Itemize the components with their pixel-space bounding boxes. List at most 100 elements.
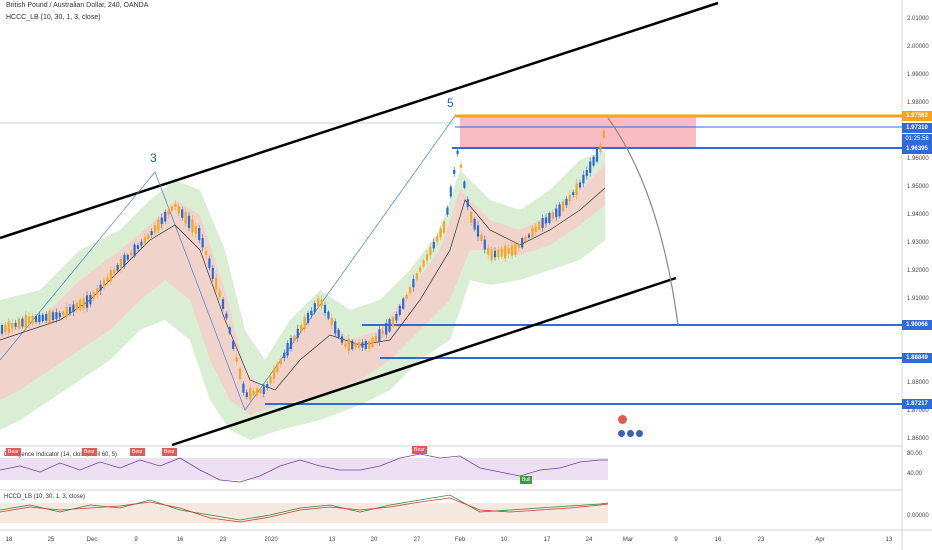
candle-body xyxy=(378,329,381,342)
candle-body xyxy=(153,225,157,233)
candle-body xyxy=(497,249,500,258)
event-flag-icon[interactable] xyxy=(617,414,628,425)
date-tick: 16 xyxy=(714,537,722,543)
candle-body xyxy=(446,207,449,215)
candle-body xyxy=(527,234,531,238)
candle-body xyxy=(429,247,432,256)
candle-body xyxy=(575,183,578,195)
candle-body xyxy=(487,247,490,255)
price-tick: 2.00000 xyxy=(907,44,929,50)
candle-body xyxy=(306,312,310,324)
candle-body xyxy=(578,182,582,188)
candle-body xyxy=(24,315,27,328)
bull-badge: Bull xyxy=(520,476,533,484)
candle-body xyxy=(425,254,429,261)
candle-body xyxy=(422,260,425,267)
candle-body xyxy=(221,299,225,309)
candle-body xyxy=(136,245,140,249)
candle-body xyxy=(483,239,486,250)
candle-body xyxy=(493,250,497,258)
candle-body xyxy=(160,217,163,225)
candle-body xyxy=(85,295,89,308)
candle-body xyxy=(255,388,259,396)
price-tick: 1.99000 xyxy=(907,72,929,78)
candle-body xyxy=(320,299,323,307)
candle-body xyxy=(439,228,442,238)
candle-body xyxy=(368,341,371,349)
candle-body xyxy=(565,198,568,206)
candle-body xyxy=(388,319,391,332)
date-tick: 23 xyxy=(757,537,765,543)
candle-body xyxy=(102,280,106,287)
candle-body xyxy=(211,267,214,279)
candle-body xyxy=(476,225,480,237)
candle-body xyxy=(126,254,129,260)
candle-body xyxy=(595,148,599,162)
candle-body xyxy=(177,206,180,213)
candle-body xyxy=(456,150,459,155)
candle-body xyxy=(99,284,102,291)
channel-lower-line[interactable] xyxy=(171,276,677,447)
date-tick: 9 xyxy=(134,537,138,543)
candle-body xyxy=(184,211,187,224)
price-tick: 1.98000 xyxy=(907,100,929,106)
date-tick: 23 xyxy=(219,537,227,543)
candle-body xyxy=(385,323,388,335)
date-tick: Dec xyxy=(86,537,98,543)
candle-body xyxy=(58,312,61,318)
news-icon[interactable] xyxy=(636,430,643,437)
candle-body xyxy=(17,318,21,329)
candle-body xyxy=(38,314,41,323)
candle-body xyxy=(453,169,456,174)
candle-body xyxy=(72,304,75,312)
date-tick: 24 xyxy=(585,537,593,543)
candle-body xyxy=(51,312,55,321)
candle-body xyxy=(238,368,242,379)
candle-body xyxy=(572,191,575,196)
news-icon[interactable] xyxy=(618,430,625,437)
wave-3-label[interactable]: 3 xyxy=(150,151,157,165)
candle-body xyxy=(561,201,565,212)
candle-body xyxy=(436,236,439,242)
price-tick: 1.86000 xyxy=(907,436,929,442)
candle-body xyxy=(208,258,211,268)
candle-body xyxy=(150,231,153,236)
bear-badge: Bear xyxy=(130,448,145,456)
candle-body xyxy=(592,156,595,166)
candle-body xyxy=(351,340,354,350)
bear-badge: Bear xyxy=(82,448,97,456)
candle-body xyxy=(167,210,170,215)
channel-upper-line[interactable] xyxy=(0,1,719,240)
candle-body xyxy=(357,342,361,348)
candle-body xyxy=(194,225,197,234)
rsi-line xyxy=(0,453,608,483)
date-tick: 16 xyxy=(176,537,184,543)
date-tick: 2020 xyxy=(264,537,278,543)
candle-body xyxy=(354,342,357,348)
candle-body xyxy=(14,322,17,327)
current-price-tag: 1.97310 xyxy=(902,123,932,133)
candle-body xyxy=(408,287,412,293)
candle-body xyxy=(402,298,405,309)
candle-body xyxy=(340,336,344,343)
wave-5-label[interactable]: 5 xyxy=(447,96,454,110)
candle-body xyxy=(538,221,541,230)
candle-body xyxy=(412,279,415,288)
date-tick: Mar xyxy=(622,537,634,543)
date-tick: 10 xyxy=(500,537,508,543)
candle-body xyxy=(89,294,92,305)
candle-body xyxy=(541,218,544,229)
candle-body xyxy=(419,267,422,272)
indicator-title: HCCC_LB (10, 30, 1, 3, close) xyxy=(6,14,101,21)
candle-body xyxy=(415,273,418,280)
divergence-tick: 80.00 xyxy=(907,451,923,457)
news-icon[interactable] xyxy=(627,430,634,437)
candle-body xyxy=(470,211,473,223)
candle-body xyxy=(289,337,293,350)
candle-body xyxy=(106,277,109,282)
candle-body xyxy=(123,254,126,267)
candle-body xyxy=(31,315,34,324)
candle-body xyxy=(119,258,123,270)
